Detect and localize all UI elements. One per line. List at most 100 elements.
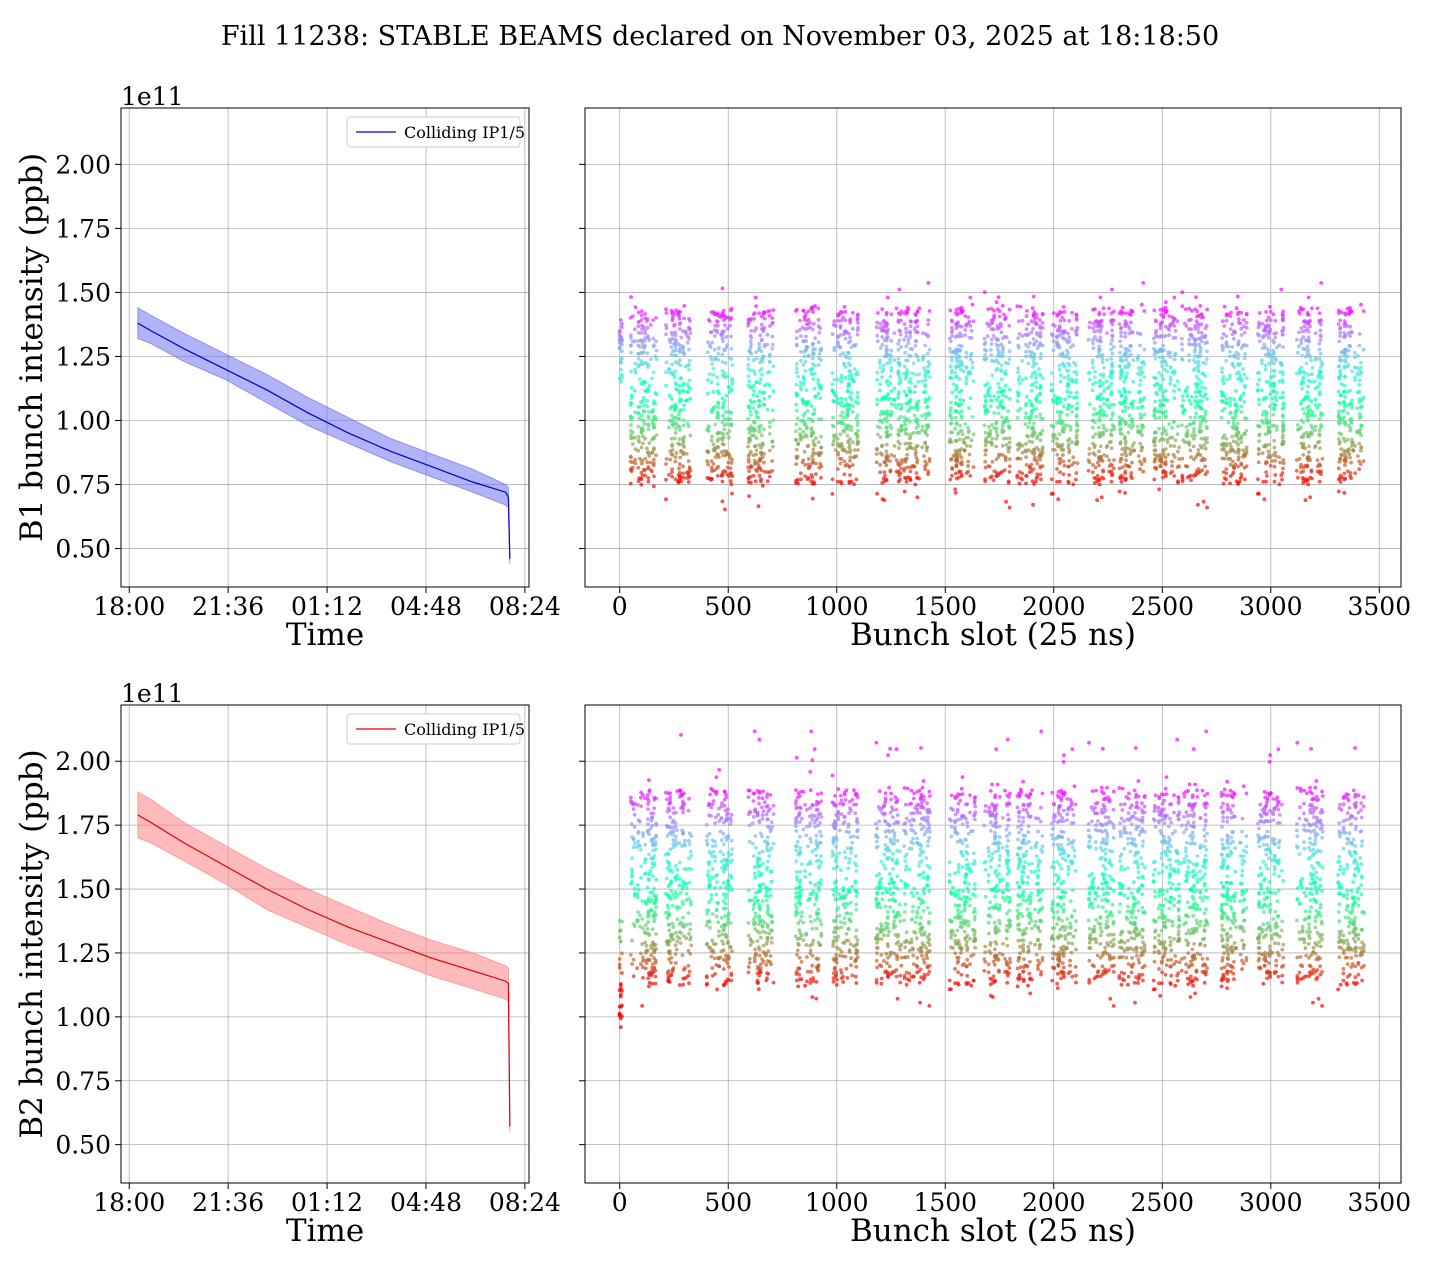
- data-point: [1109, 446, 1114, 450]
- data-point: [1031, 467, 1036, 472]
- data-point: [1342, 402, 1347, 407]
- data-point: [874, 452, 879, 456]
- data-point: [1177, 445, 1181, 450]
- data-point: [637, 416, 641, 420]
- data-point: [768, 420, 772, 425]
- data-point: [903, 427, 907, 432]
- data-point: [759, 338, 764, 343]
- chart-b1-time: 18:00 21:36 01:12 04:48 08:240.500.751.001.2…: [14, 82, 561, 653]
- data-point: [1193, 324, 1198, 328]
- data-point: [1257, 311, 1262, 315]
- data-point: [717, 314, 721, 319]
- data-point: [908, 445, 913, 450]
- data-point: [1164, 398, 1168, 402]
- data-point: [1270, 374, 1275, 379]
- data-point: [848, 458, 852, 463]
- data-point: [1342, 458, 1347, 463]
- data-point: [1338, 393, 1343, 397]
- data-point: [892, 331, 897, 335]
- x-tick-label: 01:12: [291, 592, 363, 621]
- data-point: [1338, 421, 1342, 425]
- data-point: [810, 327, 815, 332]
- data-point: [728, 479, 733, 483]
- data-point: [1203, 326, 1208, 331]
- x-tick-label: 2000: [1022, 592, 1086, 621]
- data-point: [983, 448, 988, 453]
- data-point: [1158, 326, 1163, 331]
- data-point: [904, 330, 909, 335]
- data-point: [767, 354, 772, 358]
- data-point: [1101, 469, 1105, 474]
- data-point: [917, 306, 922, 311]
- data-point: [1097, 425, 1101, 430]
- data-point: [1313, 413, 1317, 418]
- data-point: [1196, 502, 1200, 507]
- data-point: [819, 445, 824, 450]
- data-point: [651, 848, 655, 853]
- data-point: [902, 337, 906, 342]
- data-point: [1104, 413, 1109, 418]
- data-point: [843, 426, 848, 431]
- data-point: [882, 498, 887, 503]
- y-offset-label: 1e11: [121, 82, 184, 111]
- data-point: [729, 461, 734, 465]
- data-point: [681, 810, 685, 815]
- data-point: [798, 432, 802, 437]
- data-point: [1117, 322, 1122, 326]
- data-point: [888, 469, 893, 474]
- data-point: [904, 401, 909, 406]
- data-point: [1336, 308, 1341, 313]
- data-point: [1313, 379, 1317, 384]
- data-point: [1309, 469, 1314, 474]
- data-point: [677, 388, 682, 393]
- data-point: [1035, 333, 1040, 337]
- data-point: [923, 429, 928, 434]
- data-point: [841, 315, 845, 320]
- data-point: [670, 467, 675, 472]
- data-point: [836, 453, 840, 457]
- data-point: [1066, 361, 1070, 366]
- data-point: [771, 418, 776, 423]
- data-point: [721, 312, 726, 316]
- data-point: [881, 476, 886, 481]
- data-point: [1281, 318, 1285, 323]
- data-point: [847, 445, 852, 450]
- data-point: [914, 320, 918, 325]
- data-point: [749, 342, 754, 347]
- data-point: [1242, 318, 1246, 322]
- data-point: [1158, 385, 1163, 390]
- data-point: [902, 364, 907, 369]
- data-point: [1007, 505, 1012, 510]
- data-point: [954, 374, 958, 379]
- data-point: [960, 432, 965, 437]
- data-point: [1296, 475, 1300, 480]
- data-point: [1091, 441, 1095, 446]
- data-point: [639, 876, 643, 880]
- data-point: [1274, 398, 1279, 403]
- data-point: [971, 432, 976, 437]
- data-point: [1221, 481, 1226, 486]
- data-point: [674, 451, 679, 455]
- data-point: [685, 421, 690, 426]
- data-point: [670, 474, 675, 479]
- data-point: [1123, 463, 1128, 467]
- data-point: [673, 455, 678, 459]
- data-point: [1310, 476, 1314, 481]
- data-point: [1306, 372, 1311, 377]
- data-point: [633, 305, 638, 309]
- data-point: [948, 308, 953, 313]
- data-point: [676, 416, 681, 421]
- data-point: [1316, 464, 1320, 469]
- data-point: [646, 365, 650, 369]
- data-point: [1304, 406, 1309, 410]
- data-point: [620, 971, 624, 975]
- data-point: [814, 394, 818, 399]
- data-point: [1153, 348, 1158, 353]
- data-point: [907, 399, 912, 404]
- data-point: [852, 367, 857, 371]
- data-point: [1091, 365, 1095, 370]
- data-point: [923, 383, 927, 387]
- data-point: [803, 314, 808, 318]
